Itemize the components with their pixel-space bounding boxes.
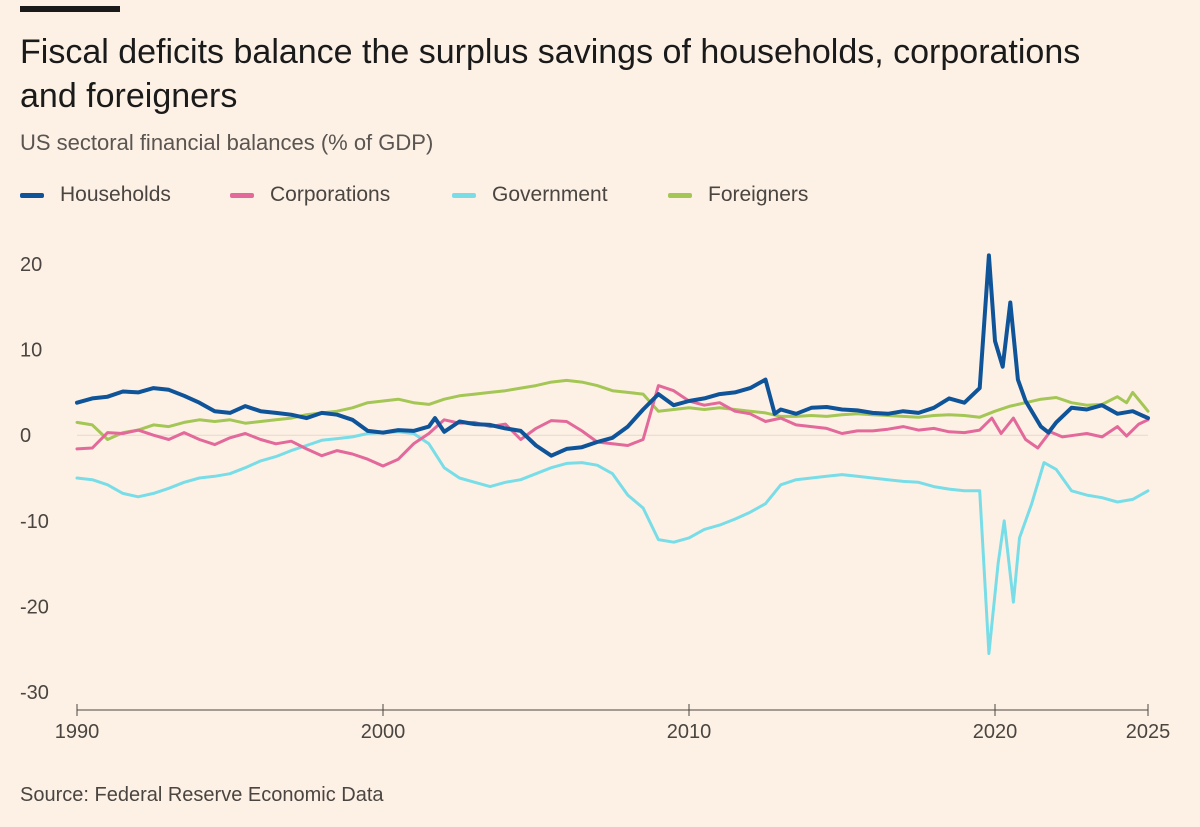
legend-item-households: Households — [20, 183, 171, 207]
chart-title: Fiscal deficits balance the surplus savi… — [20, 33, 1081, 115]
chart-subtitle: US sectoral financial balances (% of GDP… — [20, 130, 434, 155]
legend-item-corporations: Corporations — [230, 183, 390, 207]
legend-swatch-corporations — [230, 192, 254, 198]
y-tick-label: -10 — [20, 511, 49, 533]
x-tick-label: 2020 — [973, 721, 1018, 743]
series-line-corporations — [75, 384, 1150, 468]
legend-label-households: Households — [60, 183, 171, 206]
legend-label-corporations: Corporations — [270, 183, 391, 206]
x-tick-label: 2010 — [667, 721, 712, 743]
x-tick-label: 2000 — [361, 721, 406, 743]
series-line-government — [75, 430, 1150, 655]
series-line-foreigners — [75, 378, 1150, 441]
legend-swatch-households — [20, 192, 44, 198]
y-tick-label: -30 — [20, 682, 49, 704]
legend-label-government: Government — [492, 183, 608, 206]
y-tick-label: 20 — [20, 254, 42, 276]
top-accent-bar — [20, 6, 120, 12]
chart-source: Source: Federal Reserve Economic Data — [20, 784, 384, 806]
legend-item-foreigners: Foreigners — [668, 183, 808, 207]
legend-swatch-foreigners — [668, 192, 692, 198]
y-tick-label: 10 — [20, 340, 42, 362]
y-tick-label: -20 — [20, 596, 49, 618]
legend-item-government: Government — [452, 183, 608, 207]
x-tick-label: 2025 — [1126, 721, 1171, 743]
legend-label-foreigners: Foreigners — [708, 183, 809, 206]
x-tick-label: 1990 — [55, 721, 100, 743]
series-line-households — [75, 253, 1150, 458]
legend-swatch-government — [452, 192, 476, 198]
y-tick-label: 0 — [20, 425, 31, 447]
